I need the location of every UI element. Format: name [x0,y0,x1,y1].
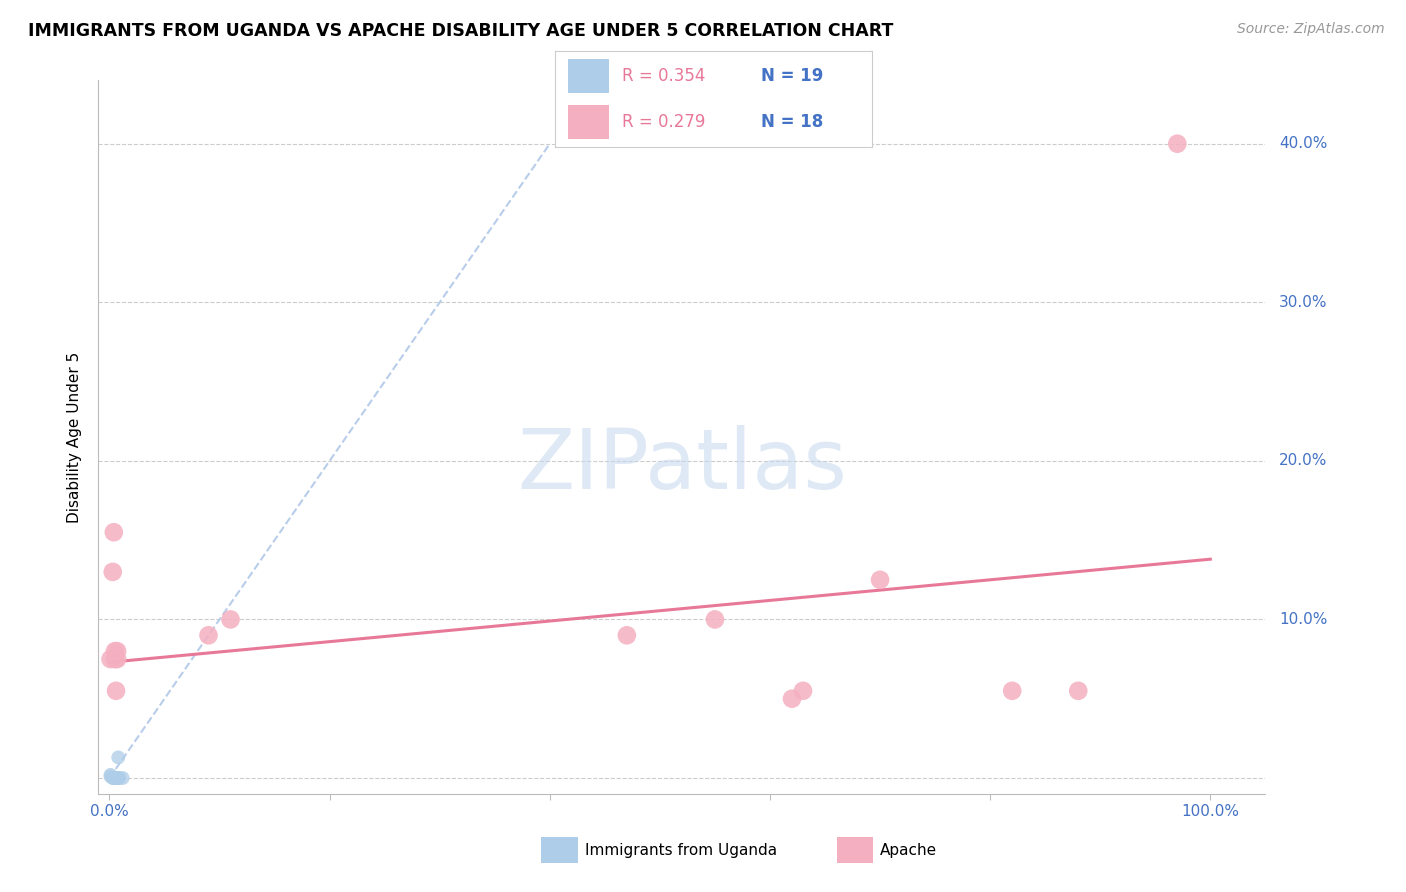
Point [1166,136,1188,151]
Point [105,771,128,785]
Bar [568,59,609,94]
Text: 30.0%: 30.0% [1279,294,1327,310]
Point [111,771,134,785]
Point [108,771,131,785]
Text: Immigrants from Uganda: Immigrants from Uganda [585,843,778,857]
Point [219,612,242,626]
Point [107,750,129,764]
Point [1067,683,1090,698]
Point [105,771,128,785]
Point [869,573,891,587]
Point [105,771,128,785]
Text: 20.0%: 20.0% [1279,453,1327,468]
Point [104,644,127,658]
Point [105,771,128,785]
Point [780,691,803,706]
Point [104,652,127,666]
Point [105,683,128,698]
Text: R = 0.354: R = 0.354 [621,67,706,85]
Text: N = 19: N = 19 [761,67,824,85]
Point [105,771,128,785]
Point [105,644,128,658]
Point [703,612,725,626]
Point [105,652,128,666]
Point [616,628,638,642]
Text: Source: ZipAtlas.com: Source: ZipAtlas.com [1237,22,1385,37]
Point [104,771,127,785]
Text: 40.0%: 40.0% [1279,136,1327,152]
Point [105,771,128,785]
Text: R = 0.279: R = 0.279 [621,113,706,131]
Point [103,771,125,785]
Point [104,771,127,785]
Point [107,771,129,785]
Y-axis label: Disability Age Under 5: Disability Age Under 5 [67,351,83,523]
Point [1001,683,1024,698]
Point [792,683,814,698]
Point [105,771,128,785]
Point [103,525,125,540]
Point [100,652,122,666]
Point [103,771,125,785]
Point [100,768,122,782]
Point [197,628,219,642]
Point [105,771,128,785]
Text: Apache: Apache [880,843,938,857]
Bar [568,104,609,139]
Text: IMMIGRANTS FROM UGANDA VS APACHE DISABILITY AGE UNDER 5 CORRELATION CHART: IMMIGRANTS FROM UGANDA VS APACHE DISABIL… [28,22,893,40]
Point [100,769,122,783]
Text: 10.0%: 10.0% [1279,612,1327,627]
Text: ZIPatlas: ZIPatlas [517,425,846,506]
Point [101,565,124,579]
Text: N = 18: N = 18 [761,113,824,131]
Point [101,771,124,785]
